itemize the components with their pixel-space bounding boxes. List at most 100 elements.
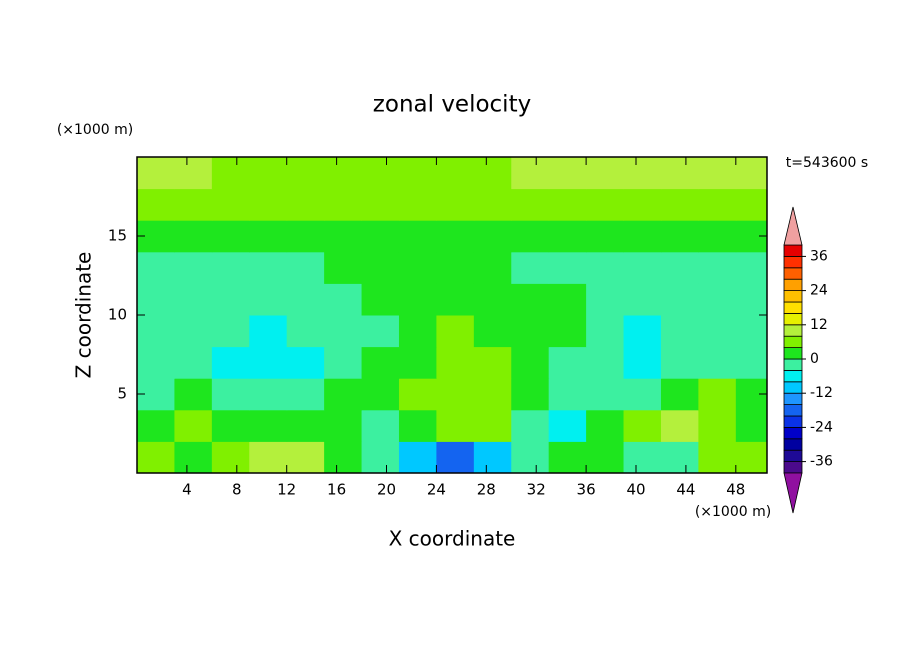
field-cell [511,283,550,316]
field-cell [249,188,288,221]
field-cell [249,315,288,348]
field-cell [548,251,587,284]
field-cell [586,283,625,316]
colorbar-box [783,324,803,337]
field-cell [511,315,550,348]
field-cell [398,157,437,190]
field-cell [548,188,587,221]
field-cell [735,315,767,348]
field-cell [735,157,767,190]
field-cell [548,346,587,379]
field-cell [137,251,175,284]
colorbar-box [783,438,803,451]
field-cell [361,220,400,253]
field-cell [623,283,662,316]
field-cell [623,157,662,190]
field-cell [286,346,325,379]
field-cell [324,157,363,190]
field-cell [511,346,550,379]
field-cell [286,188,325,221]
x-tick-label: 28 [477,481,496,499]
field-cell [286,378,325,411]
field-cell [211,251,250,284]
time-annotation: t=543600 s [786,155,868,171]
colorbar-tick-label: -36 [810,454,833,470]
field-cell [398,346,437,379]
field-cell [137,441,175,473]
field-cell [660,315,699,348]
field-cell [586,157,625,190]
field-cell [623,409,662,442]
field-cell [548,441,587,473]
field-cell [473,220,512,253]
field-cell [698,441,737,473]
field-cell [473,283,512,316]
field-cell [324,378,363,411]
field-cell [249,409,288,442]
field-cell [211,315,250,348]
field-cell [174,409,213,442]
field-cell [324,251,363,284]
field-cell [660,188,699,221]
field-cell [249,283,288,316]
field-cell [735,346,767,379]
x-axis-label: X coordinate [389,527,516,551]
colorbar-box [783,358,803,371]
field-cell [249,220,288,253]
field-cell [473,315,512,348]
field-cell [361,378,400,411]
field-cell [698,378,737,411]
field-cell [548,157,587,190]
field-cell [586,188,625,221]
colorbar-box [783,461,803,474]
field-cell [361,441,400,473]
colorbar-box [783,347,803,360]
field-cell [586,409,625,442]
field-cell [660,220,699,253]
field-cell [473,409,512,442]
field-cell [623,378,662,411]
colorbar-tick-label: 0 [810,351,819,367]
field-cell [137,157,175,190]
field-cell [735,441,767,473]
field-cell [511,409,550,442]
colorbar-box [783,278,803,292]
colorbar-box [783,267,803,280]
field-cell [174,283,213,316]
field-cell [211,188,250,221]
field-cell [698,251,737,284]
y-tick-label: 15 [108,227,127,245]
field-cell [436,409,475,442]
field-cell [324,346,363,379]
x-tick-label: 24 [427,481,446,499]
colorbar-box [783,290,803,303]
field-cell [324,315,363,348]
field-cell [398,220,437,253]
field-cell [211,441,250,473]
colorbar-box [783,449,803,463]
field-cell [586,220,625,253]
field-cell [511,378,550,411]
field-cell [174,378,213,411]
field-cell [324,188,363,221]
field-cell [436,188,475,221]
colorbar-box [783,301,803,314]
field-cell [698,188,737,221]
field-cell [249,378,288,411]
field-cell [473,378,512,411]
field-cell [735,409,767,442]
field-cell [398,441,437,473]
field-cell [511,157,550,190]
field-cell [698,409,737,442]
colorbar-box [783,255,803,269]
field-cell [211,378,250,411]
field-cell [511,220,550,253]
field-cell [586,251,625,284]
colorbar-under [783,472,803,514]
field-cell [586,378,625,411]
field-cell [623,188,662,221]
field-cell [660,441,699,473]
field-cell [735,283,767,316]
field-cell [324,441,363,473]
